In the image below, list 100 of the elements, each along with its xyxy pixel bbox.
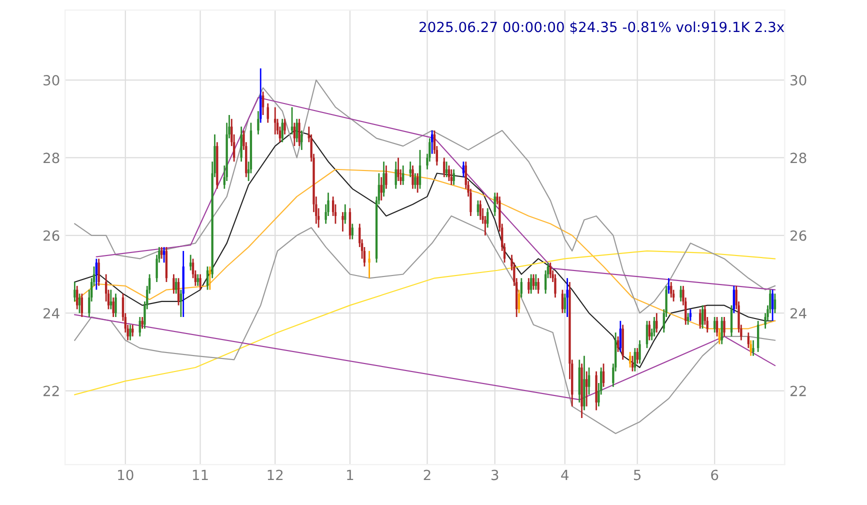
candlestick [774,292,776,314]
candlestick [293,122,296,147]
candlestick [76,285,78,310]
candlestick [196,274,199,287]
candlestick [479,200,482,221]
candlestick [462,160,465,178]
candlestick [718,328,721,345]
line-series [74,168,776,330]
candlestick [450,168,452,186]
candlestick [518,289,520,314]
candlestick [520,277,523,298]
candlestick [646,320,648,349]
candlestick [80,292,84,318]
candlestick [160,246,163,260]
candlestick [281,118,284,143]
candlestick [298,118,300,147]
candlestick [394,160,397,190]
y-tick-label: 30 [44,74,60,86]
x-tick-label: 10 [118,470,134,480]
candlestick [98,258,100,287]
candlestick [771,289,774,322]
candlestick [530,274,532,294]
candlestick [602,362,605,388]
candlestick [409,160,412,178]
candlestick [537,277,540,294]
candlestick [190,254,192,272]
candlestick [416,172,419,194]
candlestick [414,172,416,190]
candlestick [368,250,370,279]
candlestick [78,292,81,314]
y-tick-label: 22 [44,386,59,396]
candlestick [274,106,276,136]
candlestick [300,130,303,151]
candlestick [653,316,656,338]
candlestick [110,289,112,310]
candlestick [636,347,638,364]
candlestick [648,320,650,341]
y2-tick-label: 26 [790,230,806,241]
candlestick [180,289,182,318]
y2-tick-label: 30 [790,74,806,86]
candlestick [112,296,114,318]
candlestick [141,316,144,330]
candlestick [382,160,385,198]
candlestick [114,292,117,318]
line-series [96,96,776,290]
candlestick [720,316,723,345]
candlestick [638,340,641,364]
candlestick [699,308,702,330]
candlestick [756,320,760,353]
candlestick [344,204,346,224]
candlestick [634,347,636,372]
candlestick [452,168,455,186]
candlestick [412,164,414,190]
x-tick-label: 4 [561,470,569,480]
candlestick [129,324,132,341]
y2-tick-label: 22 [790,386,806,396]
candlestick [723,316,726,338]
candlestick [586,370,588,408]
line-series [74,79,776,314]
line-series [74,215,776,434]
candlestick [566,277,568,318]
candlestick [177,277,180,306]
x-tick-label: 1 [347,470,354,480]
candlestick [290,106,294,136]
x-tick-label: 2 [424,470,430,480]
candlestick [534,274,537,290]
x-tick-label: 5 [634,470,641,480]
candlestick [668,277,670,294]
candlestick [689,308,692,322]
candlestick [619,320,622,353]
candlestick [680,285,682,302]
candlestick [554,274,556,298]
candlestick [266,102,269,124]
candlestick [494,192,496,217]
candlestick [385,164,388,190]
x-tick-label: 6 [711,470,718,480]
candlestick [588,366,590,396]
candlestick [296,118,298,143]
x-tick-label: 11 [192,470,208,480]
y2-tick-label: 24 [790,308,806,318]
candlestick [716,316,718,338]
x-tick-label: 12 [268,470,283,480]
candlestick [95,258,98,290]
y-tick-label: 24 [44,308,60,318]
candlestick [686,312,690,326]
candlestick [199,274,202,290]
candlestick [342,211,344,232]
candlestick [397,157,400,182]
candlestick [750,340,752,357]
candlestick [132,324,134,338]
candlestick [631,355,634,372]
candlestick [486,208,489,228]
candlestick [443,157,446,178]
candlestick [172,274,175,294]
candlestick [561,289,564,314]
candlestick [257,110,260,136]
text: 2025.06.27 00:00:00 $24.35 -0.81% vol:919.1K 2.3x [420,21,784,34]
candlestick [348,208,352,240]
candlestick [240,126,242,162]
line-series [74,314,776,400]
